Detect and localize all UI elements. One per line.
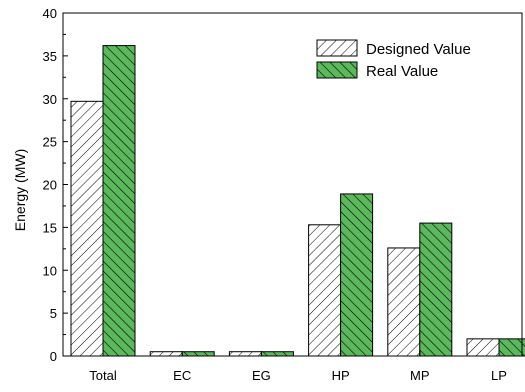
y-tick-label-5: 5 — [50, 306, 57, 321]
legend: Designed Value Real Value — [316, 39, 471, 80]
bar-real-eg — [260, 351, 294, 357]
bar-designed-hp — [308, 224, 342, 357]
y-axis: 0 5 10 15 20 25 30 35 40 — [43, 6, 68, 364]
legend-swatch-real — [316, 61, 358, 79]
legend-label-designed: Designed Value — [366, 41, 471, 58]
y-axis-title: Energy (MW) — [12, 149, 28, 231]
bar-designed-eg — [228, 351, 262, 357]
x-tick-label-lp: LP — [491, 368, 507, 383]
x-tick-label-mp: MP — [410, 368, 430, 383]
bar-real-hp — [340, 193, 374, 357]
bar-real-total — [102, 45, 136, 357]
x-tick-label-total: Total — [89, 368, 117, 383]
y-tick-label-10: 10 — [43, 263, 57, 278]
bar-real-lp — [498, 338, 525, 357]
legend-swatch-designed — [316, 39, 358, 57]
x-tick-label-ec: EC — [173, 368, 191, 383]
y-tick-label-35: 35 — [43, 49, 57, 64]
bar-designed-mp — [387, 247, 421, 357]
y-tick-label-0: 0 — [50, 349, 57, 364]
x-tick-label-hp: HP — [332, 368, 350, 383]
bar-designed-ec — [149, 351, 183, 357]
bar-real-ec — [181, 351, 215, 357]
x-tick-label-eg: EG — [252, 368, 271, 383]
legend-label-real: Real Value — [366, 63, 438, 80]
bar-designed-total — [70, 100, 104, 357]
bar-designed-lp — [466, 338, 500, 357]
y-tick-label-25: 25 — [43, 135, 57, 150]
bar-real-mp — [419, 222, 453, 357]
bars-layer — [70, 45, 525, 357]
y-tick-label-20: 20 — [43, 178, 57, 193]
x-axis: Total EC EG HP MP LP — [89, 351, 507, 383]
y-tick-label-15: 15 — [43, 220, 57, 235]
y-tick-label-40: 40 — [43, 6, 57, 21]
y-tick-label-30: 30 — [43, 92, 57, 107]
